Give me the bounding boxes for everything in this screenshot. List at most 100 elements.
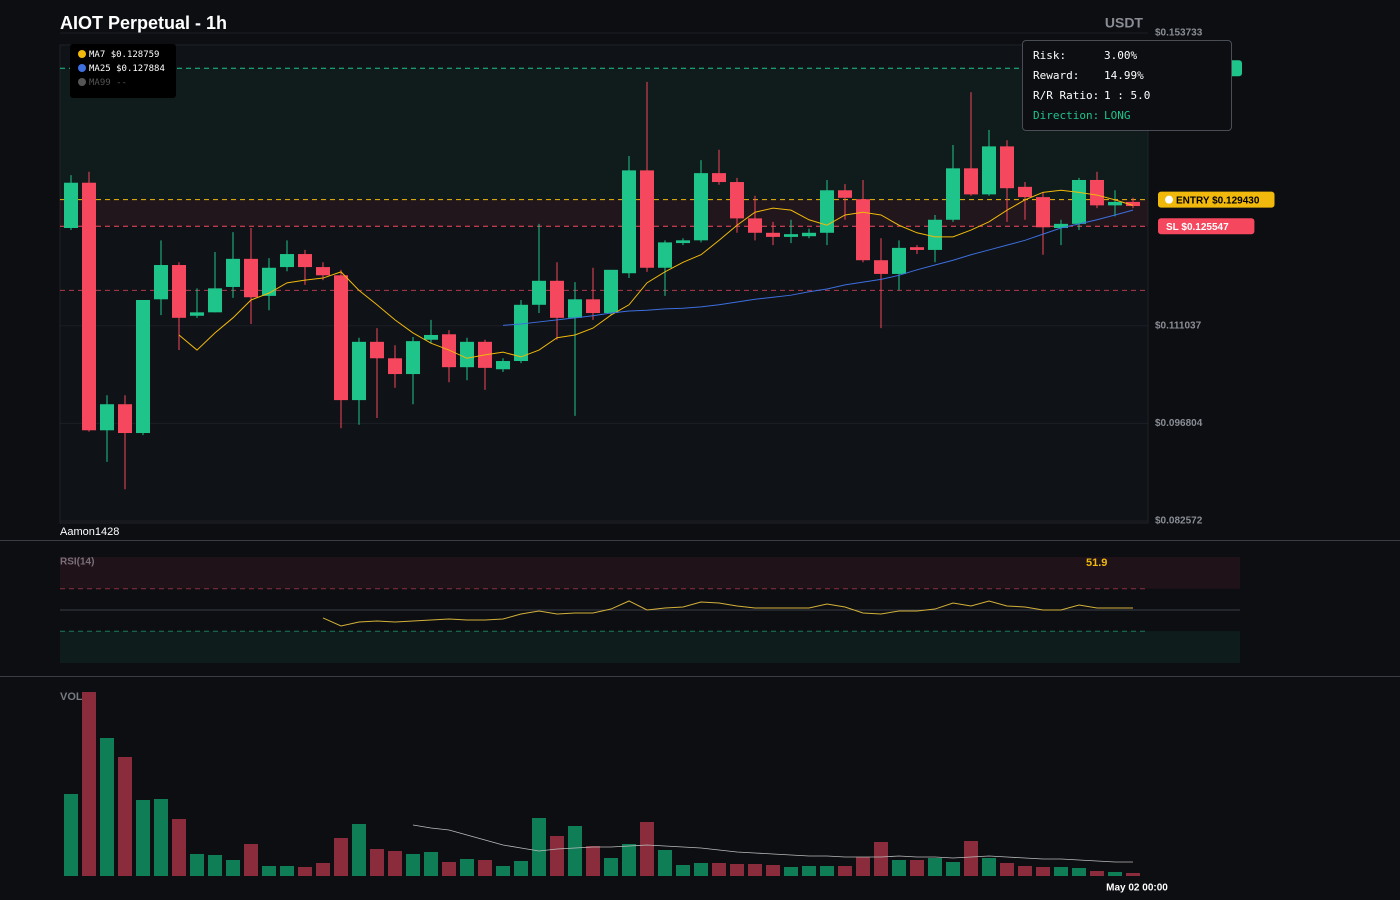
candle-body bbox=[730, 182, 744, 219]
volume-bar bbox=[64, 794, 78, 876]
candle-body bbox=[946, 168, 960, 220]
candle-body bbox=[1090, 179, 1104, 206]
volume-bar bbox=[172, 819, 186, 876]
candle-body bbox=[676, 240, 690, 244]
volume-bar bbox=[442, 862, 456, 876]
volume-bar bbox=[136, 800, 150, 876]
candle-body bbox=[334, 275, 348, 401]
volume-bar bbox=[1108, 872, 1122, 876]
candle-body bbox=[604, 269, 618, 314]
volume-bar bbox=[1018, 866, 1032, 876]
volume-bar bbox=[1126, 873, 1140, 876]
risk-label: Risk: bbox=[1033, 49, 1067, 62]
y-tick-label: $0.082572 bbox=[1155, 516, 1203, 527]
volume-bar bbox=[244, 844, 258, 876]
candle-body bbox=[298, 254, 312, 268]
candle-body bbox=[100, 404, 114, 431]
volume-bar bbox=[154, 799, 168, 876]
level-dot bbox=[1165, 195, 1173, 204]
y-tick-label: $0.153733 bbox=[1155, 28, 1203, 39]
x-tick-label: May 02 00:00 bbox=[1106, 883, 1168, 894]
risk-row: Reward: 14.99% bbox=[1023, 66, 1231, 86]
candle-body bbox=[748, 218, 762, 233]
candle-body bbox=[856, 199, 870, 261]
candle-body bbox=[1036, 197, 1050, 228]
candle-body bbox=[406, 341, 420, 375]
volume-bar bbox=[928, 858, 942, 876]
volume-bar bbox=[100, 738, 114, 876]
volume-bar bbox=[604, 858, 618, 876]
volume-bar bbox=[424, 852, 438, 876]
candle-body bbox=[514, 304, 528, 362]
candle-body bbox=[550, 280, 564, 318]
watermark: Aamon1428 bbox=[60, 526, 119, 538]
candle-body bbox=[226, 258, 240, 287]
candle-body bbox=[172, 265, 186, 318]
y-tick-label: $0.096804 bbox=[1155, 418, 1203, 429]
candle-body bbox=[1072, 179, 1086, 224]
legend-name: MA99 bbox=[89, 78, 111, 88]
ma-line bbox=[178, 189, 1134, 359]
risk-row: Direction: LONG bbox=[1023, 106, 1231, 126]
volume-bar bbox=[892, 860, 906, 876]
candle-body bbox=[586, 299, 600, 314]
candle-body bbox=[370, 341, 384, 359]
volume-bar bbox=[352, 824, 366, 876]
level-label: ENTRY $0.129430 bbox=[1176, 195, 1260, 206]
legend-swatch bbox=[78, 50, 86, 58]
volume-bar bbox=[496, 866, 510, 876]
volume-bar bbox=[766, 865, 780, 876]
volume-bar bbox=[370, 849, 384, 876]
volume-bar bbox=[802, 866, 816, 876]
candle-body bbox=[982, 146, 996, 195]
volume-bar bbox=[298, 867, 312, 876]
candle-body bbox=[280, 254, 294, 268]
overbought-zone bbox=[60, 557, 1240, 589]
candle-body bbox=[1126, 201, 1140, 207]
ma-legend: MA7 $0.128759 MA25 $0.127884 MA99 -- bbox=[70, 44, 176, 98]
legend-swatch bbox=[78, 78, 86, 86]
volume-bar bbox=[856, 857, 870, 876]
volume-bar bbox=[982, 858, 996, 876]
volume-bar bbox=[712, 863, 726, 876]
risk-value: LONG bbox=[1104, 109, 1131, 122]
volume-bar bbox=[964, 841, 978, 876]
candle-body bbox=[820, 190, 834, 233]
candle-body bbox=[784, 234, 798, 237]
risk-label: Reward: bbox=[1033, 69, 1080, 82]
y-tick-label: $0.111037 bbox=[1155, 320, 1202, 331]
volume-bar bbox=[1090, 871, 1104, 876]
candle-body bbox=[766, 232, 780, 237]
volume-bar bbox=[838, 866, 852, 876]
volume-bar bbox=[478, 860, 492, 876]
volume-bar bbox=[622, 844, 636, 876]
rsi-title: RSI(14) bbox=[60, 557, 94, 568]
risk-panel: Risk: 3.00% Reward: 14.99% R/R Ratio: 1 : 5.0… bbox=[1022, 40, 1232, 131]
level-label: SL $0.125547 bbox=[1166, 222, 1229, 233]
candle-body bbox=[208, 288, 222, 313]
volume-bar bbox=[730, 864, 744, 876]
volume-bar bbox=[280, 866, 294, 876]
chart-title: AIOT Perpetual - 1h bbox=[60, 13, 227, 33]
candle-body bbox=[424, 334, 438, 340]
level-tag bbox=[1158, 218, 1255, 235]
ma-line bbox=[502, 209, 1134, 326]
legend-value: -- bbox=[116, 78, 127, 88]
volume-bar bbox=[784, 867, 798, 876]
volume-bar bbox=[874, 842, 888, 876]
candle-body bbox=[154, 265, 168, 300]
legend-value: $0.128759 bbox=[110, 50, 160, 60]
candle-body bbox=[136, 299, 150, 434]
candle-body bbox=[622, 170, 636, 274]
candle-body bbox=[640, 170, 654, 268]
volume-bar bbox=[748, 864, 762, 876]
volume-bar bbox=[1000, 863, 1014, 876]
candle-body bbox=[190, 312, 204, 316]
candle-body bbox=[964, 168, 978, 195]
candle-body bbox=[64, 182, 78, 228]
volume-bar bbox=[1072, 868, 1086, 876]
candle-body bbox=[928, 219, 942, 250]
candle-body bbox=[802, 232, 816, 237]
